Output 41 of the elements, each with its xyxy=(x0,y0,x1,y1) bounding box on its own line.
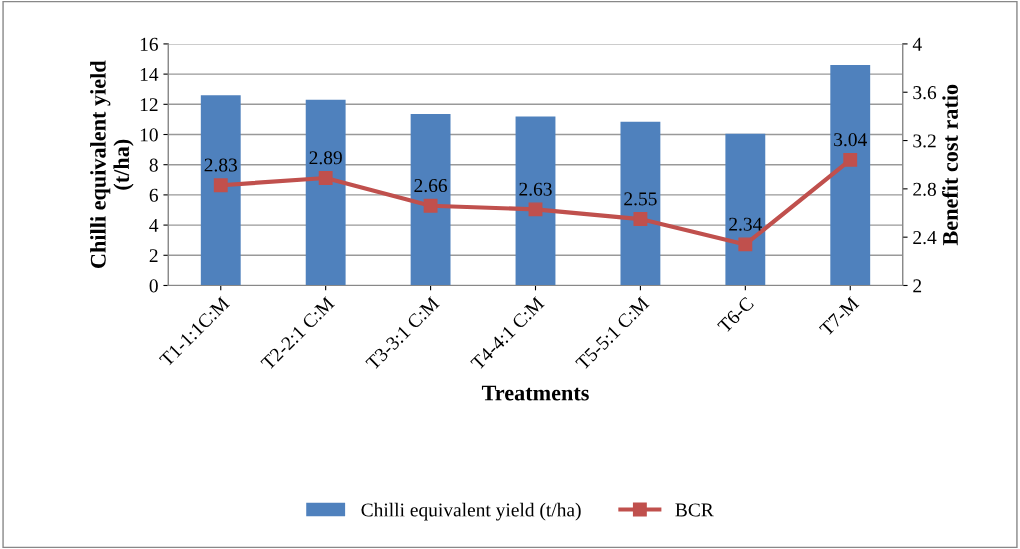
data-label: 2.63 xyxy=(519,182,552,196)
bar xyxy=(200,95,241,286)
data-label: 2.34 xyxy=(729,217,763,231)
y2-tick-label: 3.6 xyxy=(913,86,937,100)
legend-label: Chilli equivalent yield (t/ha) xyxy=(361,502,581,521)
legend-label: BCR xyxy=(675,503,714,517)
data-label: 2.83 xyxy=(204,158,238,172)
y-tick-label: 16 xyxy=(140,37,158,51)
y-tick-label: 8 xyxy=(149,158,158,172)
y-tick-label: 14 xyxy=(140,68,159,81)
point xyxy=(213,178,228,193)
y2-tick-label: 4 xyxy=(912,37,922,51)
y2-tick-label: 3.2 xyxy=(913,134,936,148)
y2-tick-label: 2.4 xyxy=(913,231,937,245)
y-tick-label: 10 xyxy=(140,128,158,142)
y-axis-title: Chilli equivalent yield (t/ha) xyxy=(90,60,134,268)
bar xyxy=(515,116,556,286)
point xyxy=(528,202,543,217)
point xyxy=(318,171,333,185)
y-tick-label: 4 xyxy=(149,219,159,232)
bar xyxy=(830,65,871,286)
y2-tick-label: 2 xyxy=(913,279,922,293)
y-tick-label: 12 xyxy=(140,98,158,112)
bar xyxy=(410,114,451,286)
point xyxy=(423,198,438,213)
y-tick-label: 2 xyxy=(149,249,158,263)
point xyxy=(843,152,858,167)
point xyxy=(738,237,753,252)
data-label: 2.66 xyxy=(414,179,448,193)
y2-tick-label: 2.8 xyxy=(913,182,936,196)
y2-axis-title: Benefit cost ratio xyxy=(942,84,958,246)
data-label: 3.04 xyxy=(834,133,867,147)
point xyxy=(633,212,648,226)
x-axis-title: Treatments xyxy=(481,385,589,401)
data-label: 2.55 xyxy=(624,192,657,206)
y-tick-label: 6 xyxy=(149,188,158,202)
data-label: 2.89 xyxy=(309,151,342,165)
bar xyxy=(620,121,661,286)
bar xyxy=(305,99,346,286)
bar xyxy=(725,133,766,286)
y-tick-label: 0 xyxy=(149,279,158,293)
